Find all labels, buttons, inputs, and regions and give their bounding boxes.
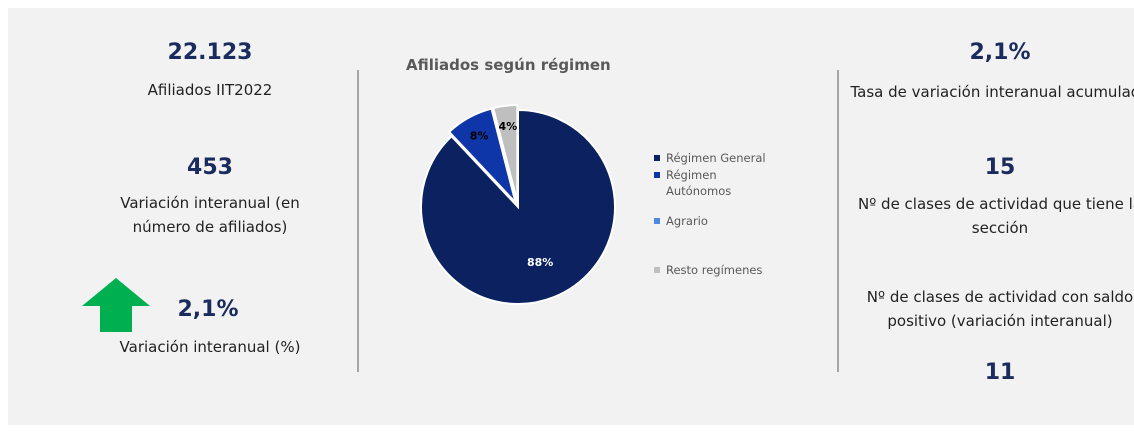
chart-title: Afiliados según régimen bbox=[406, 56, 611, 74]
kpi-label: Nº de clases de actividad con saldo posi… bbox=[866, 288, 1134, 330]
pie-slice bbox=[492, 104, 519, 203]
kpi-value: 2,1% bbox=[177, 297, 239, 322]
pie-chart: 88% 8% 4% bbox=[420, 104, 616, 305]
legend-item: Agrario bbox=[654, 213, 806, 229]
up-arrow bbox=[82, 278, 150, 332]
legend-item: Resto regímenes bbox=[654, 262, 806, 278]
data-label: 8% bbox=[470, 129, 489, 142]
data-label: 88% bbox=[527, 256, 553, 269]
pie-slice bbox=[420, 108, 616, 305]
kpi-value: 15 bbox=[984, 155, 1016, 180]
kpi-label: Variación interanual (%) bbox=[119, 338, 301, 356]
kpi-value: 453 bbox=[187, 155, 233, 180]
divider bbox=[357, 70, 359, 372]
kpi-value: 22.123 bbox=[167, 40, 253, 65]
pie-slice bbox=[447, 107, 517, 204]
legend-label: Agrario bbox=[666, 214, 708, 228]
kpi-label: Tasa de variación interanual acumulada bbox=[850, 83, 1134, 101]
legend-swatch bbox=[654, 172, 660, 178]
kpi-value: 2,1% bbox=[969, 40, 1031, 65]
legend-swatch bbox=[654, 218, 660, 224]
legend-swatch bbox=[654, 155, 660, 161]
divider bbox=[837, 70, 839, 372]
dashboard: 22.123 Afiliados IIT2022 453 Variación i… bbox=[8, 8, 1134, 425]
kpi-label: Variación interanual (en número de afili… bbox=[120, 194, 300, 236]
legend-swatch bbox=[654, 267, 660, 273]
legend-label: Resto regímenes bbox=[666, 263, 763, 277]
legend-label: Régimen Autónomos bbox=[666, 168, 732, 198]
kpi-label: Nº de clases de actividad que tiene la s… bbox=[857, 195, 1134, 237]
legend-item: Régimen Autónomos bbox=[654, 167, 736, 199]
kpi-value: 11 bbox=[984, 360, 1016, 385]
data-label: 4% bbox=[499, 120, 518, 133]
legend-label: Régimen General bbox=[666, 151, 766, 165]
kpi-label: Afiliados IIT2022 bbox=[147, 81, 273, 99]
legend-item: Régimen General bbox=[654, 150, 806, 166]
